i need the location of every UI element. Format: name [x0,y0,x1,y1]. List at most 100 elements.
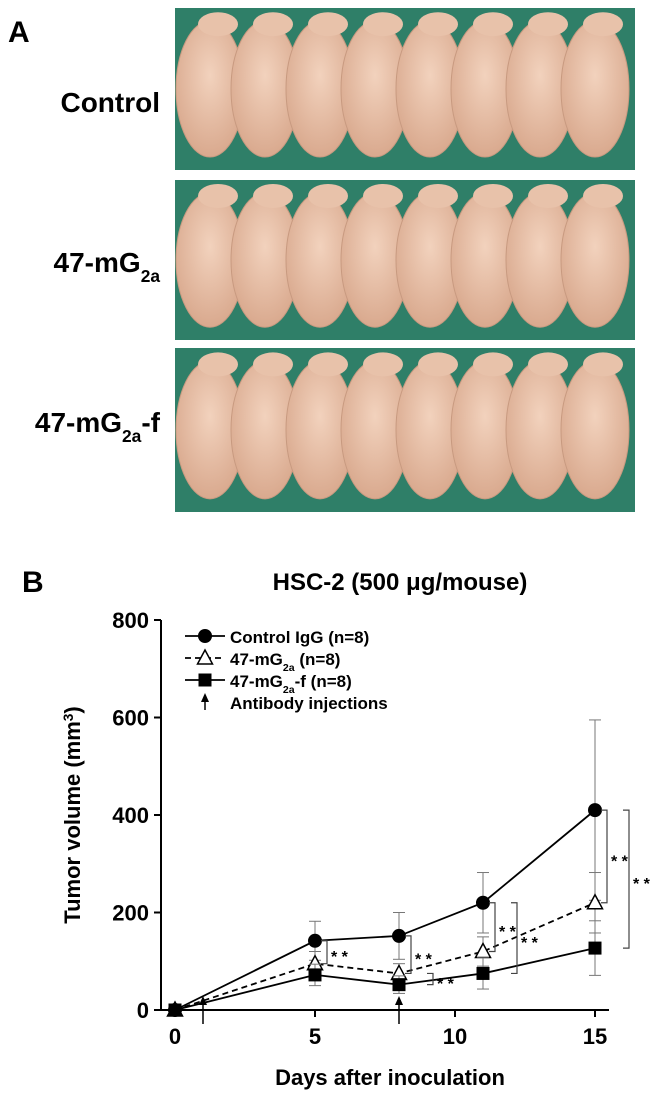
mouse-head [418,12,458,37]
mouse-head [308,352,348,377]
photos [175,8,635,512]
mouse-head [363,352,403,377]
panel-label: A [8,16,30,49]
x-axis-label: Days after inoculation [275,1065,505,1090]
legend-marker [198,629,212,643]
injection-arrow [201,693,209,710]
series-line [174,809,596,1011]
legend-label-part: 2a [283,684,295,696]
row-label-part: 47-mG [54,247,141,278]
significance-label: * * [611,853,629,870]
y-tick-label: 200 [112,901,149,926]
mouse-head [473,184,513,208]
marker [476,966,490,980]
injection-arrow [395,996,403,1024]
y-tick-label: 600 [112,706,149,731]
y-axis-label: Tumor volume (mm3) [60,706,85,923]
marker [588,803,602,818]
mouse-head [308,12,348,37]
mouse [560,20,630,158]
mouse-head [363,12,403,37]
row-label-part: 47-mG [35,407,122,438]
row-label-part: 2a [122,426,142,446]
significance-bracket [623,809,630,949]
mouse-head [528,184,568,208]
y-tick-label: 800 [112,608,149,633]
marker [308,968,322,982]
row-label: 47-mG2a-f [35,407,161,446]
marker [168,1003,182,1017]
significance-bracket [427,972,434,986]
mouse-head [473,352,513,377]
legend-label-part: -f (n=8) [295,672,352,691]
significance-label: * * [331,949,349,966]
significance-label: * * [633,876,650,893]
row-label-part: 2a [141,266,161,286]
legend-label: Antibody injections [230,694,388,713]
chart-title: HSC-2 (500 μg/mouse) [273,569,528,596]
arrow-head [199,996,207,1005]
legend-label-part: 47-mG [230,672,283,691]
row-label: 47-mG2a [54,247,161,286]
mouse-head [473,12,513,37]
legend-label-part: Control IgG (n=8) [230,628,369,647]
significance-bracket [321,940,328,965]
mouse-head [253,184,293,208]
legend-label: Control IgG (n=8) [230,628,369,647]
x-tick-label: 15 [583,1024,607,1049]
marker [308,933,322,948]
injection-arrow [199,996,207,1024]
row-label: Control [60,87,160,118]
marker [474,941,492,959]
significance-bracket [601,809,608,904]
mouse-head [583,12,623,37]
y-axis-label-part: ) [60,706,85,713]
marker [586,893,604,910]
row-label-part: Control [60,87,160,118]
significance-label: * * [415,952,433,969]
x-tick-label: 5 [309,1024,321,1049]
significance-bracket [511,902,518,975]
arrow-head [395,996,403,1005]
significance-label: * * [437,976,455,993]
legend-label-part: 2a [283,662,295,674]
significance-bracket [405,935,412,975]
significance-label: * * [499,924,517,941]
significance-bracket [489,902,496,953]
panel-label: B [22,566,44,599]
mouse-head [528,352,568,377]
mouse-head [253,352,293,377]
mouse-head [253,12,293,37]
legend-label-part: (n=8) [295,650,341,669]
mouse-head [528,12,568,37]
mouse-head [418,352,458,377]
arrow-head [201,693,209,702]
mouse-head [583,184,623,208]
legend-label: 47-mG2a (n=8) [230,650,340,674]
marker [588,941,602,955]
mouse-head [198,12,238,37]
marker [392,928,406,943]
y-tick-label: 400 [112,803,149,828]
legend-marker [196,648,214,665]
mouse-head [308,184,348,208]
x-tick-label: 0 [169,1024,181,1049]
mouse-head [363,184,403,208]
mouse-head [198,184,238,208]
y-axis-label-part: Tumor volume (mm [60,721,85,924]
y-axis-label-part: 3 [61,713,76,721]
legend-label: 47-mG2a-f (n=8) [230,672,352,696]
legend-label-part: 47-mG [230,650,283,669]
y-tick-label: 0 [137,998,149,1023]
x-tick-label: 10 [443,1024,467,1049]
mouse [560,192,630,328]
marker [392,978,406,992]
legend-marker [198,673,212,687]
significance-label: * * [521,935,539,952]
mouse-head [418,184,458,208]
marker [476,895,490,910]
mouse-head [583,352,623,377]
row-label-part: -f [141,407,160,438]
mouse [560,360,630,500]
